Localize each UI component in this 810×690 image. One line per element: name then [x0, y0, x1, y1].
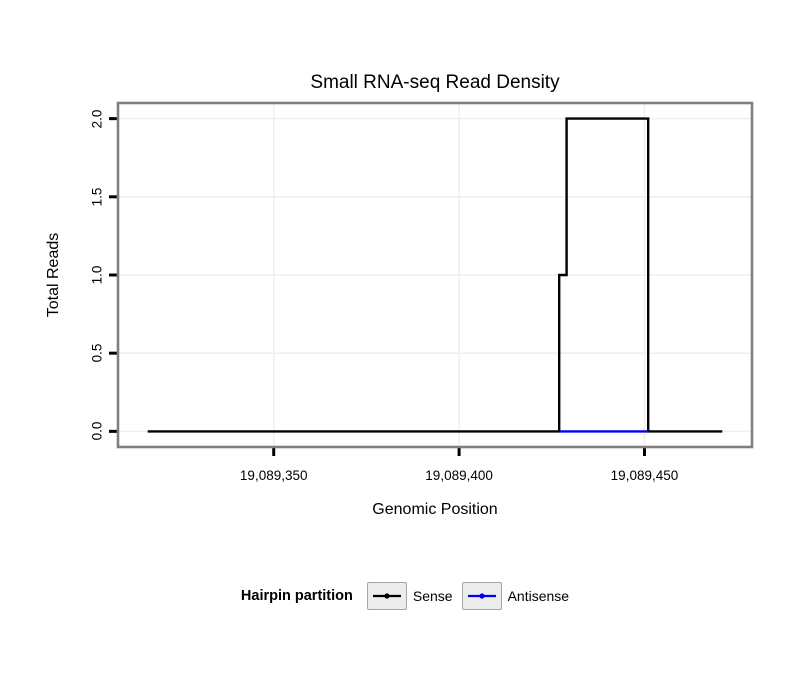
sense-point-glyph	[384, 593, 390, 599]
legend-label-antisense: Antisense	[507, 588, 570, 604]
y-axis-label: Total Reads	[45, 232, 62, 318]
legend-key-antisense	[461, 582, 502, 610]
x-tick-label: 19,089,450	[610, 468, 679, 483]
antisense-point-glyph	[478, 593, 485, 599]
y-tick-label: 0.5	[89, 343, 105, 363]
legend-label-sense: Sense	[412, 588, 453, 604]
legend: Hairpin partition Sense Antisense	[0, 582, 810, 610]
chart-title: Small RNA-seq Read Density	[310, 72, 560, 93]
x-tick-label: 19,089,350	[239, 468, 308, 483]
series-line-sense	[147, 117, 723, 433]
sense-line-point-icon	[372, 593, 401, 599]
legend-item-antisense: Antisense	[461, 582, 570, 610]
y-tick-label: 1.0	[89, 265, 105, 285]
panel-border	[116, 101, 754, 449]
legend-title: Hairpin partition	[240, 588, 353, 604]
x-axis-label: Genomic Position	[372, 501, 498, 518]
y-tick-label: 2.0	[89, 109, 105, 129]
y-tick-label: 0.0	[89, 421, 105, 441]
y-tick-label: 1.5	[89, 187, 105, 207]
legend-key-sense	[366, 582, 407, 610]
legend-item-sense: Sense	[366, 582, 453, 610]
antisense-line-point-icon	[467, 593, 496, 599]
plot-area	[109, 101, 754, 456]
x-tick-label: 19,089,400	[425, 468, 493, 483]
